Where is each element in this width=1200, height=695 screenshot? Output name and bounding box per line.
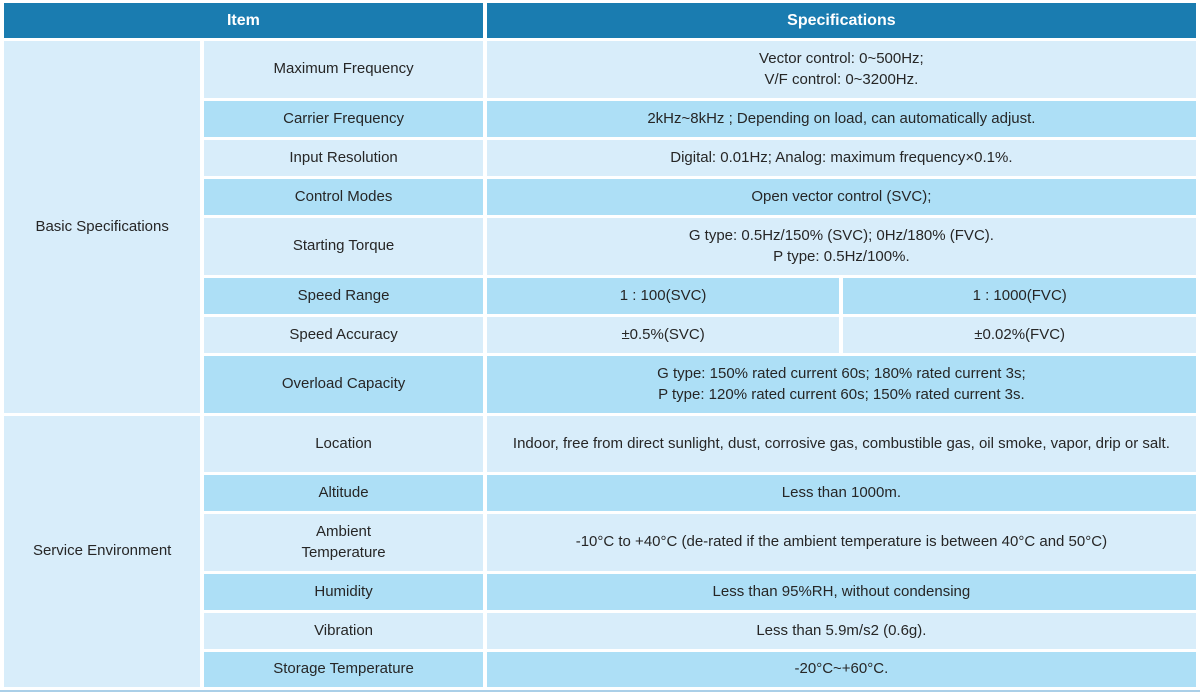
specifications-column-header: Specifications	[486, 3, 1196, 38]
row-label-carrier-frequency: Carrier Frequency	[204, 101, 483, 137]
spec-storage-temperature: -20°C~+60°C.	[486, 652, 1196, 687]
table-row: Input Resolution Digital: 0.01Hz; Analog…	[4, 140, 1196, 176]
table-row: Speed Accuracy ±0.5%(SVC) ±0.02%(FVC)	[4, 317, 1196, 353]
spec-maximum-frequency: Vector control: 0~500Hz; V/F control: 0~…	[486, 41, 1196, 98]
spec-speed-range-svc: 1 : 100(SVC)	[486, 278, 840, 314]
spec-starting-torque: G type: 0.5Hz/150% (SVC); 0Hz/180% (FVC)…	[486, 218, 1196, 275]
table-row: Service Environment Location Indoor, fre…	[4, 416, 1196, 687]
row-label-overload-capacity: Overload Capacity	[204, 356, 483, 413]
table-row: Overload Capacity G type: 150% rated cur…	[4, 356, 1196, 413]
spec-vibration: Less than 5.9m/s2 (0.6g).	[486, 613, 1196, 649]
table-row: Altitude Less than 1000m.	[4, 475, 1196, 511]
table-row: Starting Torque G type: 0.5Hz/150% (SVC)…	[4, 218, 1196, 275]
bottom-rule	[0, 690, 1200, 692]
spec-carrier-frequency: 2kHz~8kHz ; Depending on load, can autom…	[486, 101, 1196, 137]
row-label-altitude: Altitude	[204, 475, 483, 511]
row-label-input-resolution: Input Resolution	[204, 140, 483, 176]
table-row: Control Modes Open vector control (SVC);	[4, 179, 1196, 215]
spec-input-resolution: Digital: 0.01Hz; Analog: maximum frequen…	[486, 140, 1196, 176]
spec-speed-accuracy-svc: ±0.5%(SVC)	[486, 317, 840, 353]
row-label-location: Location	[204, 416, 483, 472]
row-label-ambient-temperature: Ambient Temperature	[204, 514, 483, 571]
spec-location: Indoor, free from direct sunlight, dust,…	[486, 416, 1196, 472]
spec-ambient-temperature: -10°C to +40°C (de-rated if the ambient …	[486, 514, 1196, 571]
spec-humidity: Less than 95%RH, without condensing	[486, 574, 1196, 610]
row-label-humidity: Humidity	[204, 574, 483, 610]
group-label-service-environment: Service Environment	[4, 416, 201, 687]
spec-speed-accuracy-fvc: ±0.02%(FVC)	[843, 317, 1196, 353]
table-row: Basic Specifications Maximum Frequency V…	[4, 41, 1196, 413]
table-row: Carrier Frequency 2kHz~8kHz ; Depending …	[4, 101, 1196, 137]
table-row: Humidity Less than 95%RH, without conden…	[4, 574, 1196, 610]
table-row: Storage Temperature -20°C~+60°C.	[4, 652, 1196, 687]
row-label-speed-accuracy: Speed Accuracy	[204, 317, 483, 353]
row-label-starting-torque: Starting Torque	[204, 218, 483, 275]
spec-control-modes: Open vector control (SVC);	[486, 179, 1196, 215]
row-label-speed-range: Speed Range	[204, 278, 483, 314]
group-label-basic-specifications: Basic Specifications	[4, 41, 201, 413]
row-label-maximum-frequency: Maximum Frequency	[204, 41, 483, 98]
table-row: Speed Range 1 : 100(SVC) 1 : 1000(FVC)	[4, 278, 1196, 314]
table-row: Ambient Temperature -10°C to +40°C (de-r…	[4, 514, 1196, 571]
row-label-control-modes: Control Modes	[204, 179, 483, 215]
table-row: Vibration Less than 5.9m/s2 (0.6g).	[4, 613, 1196, 649]
table-header-row: Item Specifications	[4, 3, 1196, 38]
spec-overload-capacity: G type: 150% rated current 60s; 180% rat…	[486, 356, 1196, 413]
row-label-vibration: Vibration	[204, 613, 483, 649]
spec-speed-range-fvc: 1 : 1000(FVC)	[843, 278, 1196, 314]
item-column-header: Item	[4, 3, 483, 38]
spec-altitude: Less than 1000m.	[486, 475, 1196, 511]
row-label-storage-temperature: Storage Temperature	[204, 652, 483, 687]
